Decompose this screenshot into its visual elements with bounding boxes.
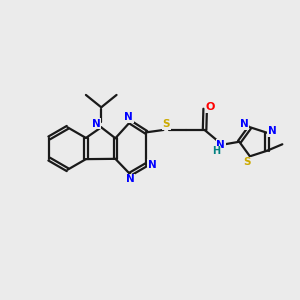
Text: N: N — [216, 140, 225, 150]
Text: N: N — [126, 174, 134, 184]
Text: N: N — [92, 119, 100, 129]
Text: S: S — [243, 157, 251, 167]
Text: H: H — [212, 146, 220, 156]
Text: N: N — [124, 112, 133, 122]
Text: N: N — [268, 126, 277, 136]
Text: N: N — [148, 160, 157, 170]
Text: S: S — [163, 119, 170, 129]
Text: N: N — [240, 119, 249, 129]
Text: O: O — [206, 102, 215, 112]
